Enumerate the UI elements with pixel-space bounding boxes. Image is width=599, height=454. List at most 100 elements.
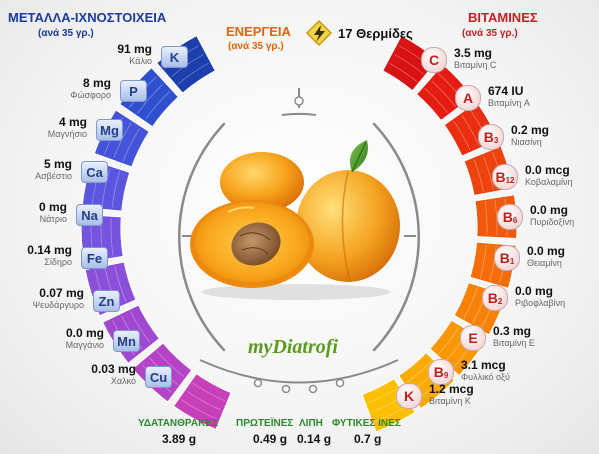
vitamin-value: 3.1 mcg	[461, 358, 506, 372]
vitamin-value: 3.5 mg	[454, 46, 493, 60]
minerals-title: ΜΕΤΑΛΛΑ-ΙΧΝΟΣΤΟΙΧΕΙΑ	[8, 10, 167, 25]
macro-name-1: ΠΡΩΤΕΪΝΕΣ	[236, 418, 294, 429]
mineral-name: Σίδηρο	[44, 257, 72, 267]
energy-title: ΕΝΕΡΓΕΙΑ	[226, 24, 291, 39]
mineral-badge-zn: Zn	[93, 290, 120, 312]
vitamin-bar-4-stripe	[484, 201, 488, 235]
mineral-label-mn: 0.0 mg Μαγγάνιο	[65, 326, 104, 351]
vitamin-badge-a: A	[455, 85, 481, 111]
mineral-value: 8 mg	[82, 76, 111, 90]
vitamin-bar-0-stripe	[389, 62, 418, 83]
vitamin-label-b9: 3.1 mcg Φυλλικό οξύ	[461, 358, 510, 383]
vitamin-name: Θειαμίνη	[527, 258, 562, 268]
lightning-icon	[305, 19, 333, 47]
vitamin-name: Βιταμίνη K	[429, 396, 471, 406]
mineral-value: 91 mg	[117, 42, 152, 56]
energy-value: 17 Θερμίδες	[338, 26, 413, 41]
mineral-badge-mn: Mn	[113, 330, 140, 352]
mineral-badge-fe: Fe	[81, 247, 108, 269]
macro-value-1: 0.49 g	[253, 432, 288, 446]
mineral-bar-8-stripe	[181, 399, 218, 420]
mineral-bar-1	[118, 66, 180, 128]
vitamin-bar-2-stripe	[453, 120, 471, 151]
vitamin-label-b1: 0.0 mg Θειαμίνη	[527, 244, 566, 269]
vitamin-name: Φυλλικό οξύ	[461, 372, 510, 382]
mineral-badge-cu: Cu	[145, 366, 172, 388]
mineral-label-ca: 5 mg Ασβέστιο	[35, 158, 72, 182]
vitamin-bar-0	[381, 34, 439, 92]
mineral-name: Μαγγάνιο	[65, 340, 104, 350]
mineral-label-cu: 0.03 mg Χαλκό	[91, 362, 136, 387]
mineral-bar-8-stripe	[192, 382, 226, 402]
vitamin-badge-subscript: 1	[509, 256, 515, 266]
mineral-badge-k: K	[161, 46, 188, 68]
mineral-bar-8	[172, 372, 232, 431]
mineral-bar-8-stripe	[186, 390, 222, 411]
mineral-name: Ασβέστιο	[35, 171, 72, 181]
mineral-bar-4-stripe	[110, 218, 114, 256]
vitamin-value: 0.3 mg	[493, 324, 532, 338]
mineral-value: 4 mg	[58, 115, 87, 129]
mineral-bar-6-stripe	[130, 311, 151, 344]
vitamin-badge-b12: B 12	[492, 164, 518, 190]
mineral-bar-7-stripe	[156, 350, 185, 377]
macro-value-0: 3.89 g	[162, 432, 197, 446]
mineral-name: Χαλκό	[110, 376, 136, 386]
mineral-badge-mg: Mg	[96, 119, 123, 141]
vitamin-label-b12: 0.0 mcg Κοβαλαμίνη	[525, 163, 573, 188]
vitamin-bar-5-stripe	[489, 245, 497, 281]
vitamin-badge-subscript: 2	[497, 296, 503, 306]
vitamin-bar-3-stripe	[473, 159, 484, 192]
vitamin-bar-1-stripe	[424, 87, 448, 114]
macro-name-2: ΛΙΠΗ	[299, 418, 323, 429]
vitamin-bar-7-stripe	[438, 326, 460, 355]
inner-arc-guides	[177, 88, 421, 394]
vitamin-value: 1.2 mcg	[429, 382, 474, 396]
vitamin-badge-subscript: 12	[505, 175, 515, 185]
mineral-name: Ψευδάργυρο	[32, 300, 84, 310]
mineral-label-fe: 0.14 mg Σίδηρο	[27, 243, 72, 268]
mineral-label-na: 0 mg Νάτριο	[39, 201, 67, 225]
macro-value-2: 0.14 g	[297, 432, 332, 446]
logo-text: myDiatrofi	[248, 336, 338, 358]
mineral-value: 0.07 mg	[39, 286, 84, 300]
vitamin-name: Βιταμίνη A	[488, 98, 530, 108]
mineral-value: 0.14 mg	[27, 243, 72, 257]
vitamin-value: 0.0 mcg	[525, 163, 570, 177]
vitamin-name: Βιταμίνη C	[454, 60, 497, 70]
mineral-badge-p: P	[120, 80, 147, 102]
energy-subtitle: (ανά 35 γρ.)	[228, 41, 284, 52]
mineral-label-zn: 0.07 mg Ψευδάργυρο	[32, 286, 84, 311]
vitamin-bar-0-stripe	[393, 53, 424, 75]
vitamin-bar-6-stripe	[463, 287, 478, 319]
minerals-subtitle: (ανά 35 γρ.)	[38, 28, 94, 39]
mineral-name: Κάλιο	[129, 56, 152, 66]
macro-name-0: ΥΔΑΤΑΝΘΡΑΚΕΣ	[138, 418, 218, 429]
vitamins-subtitle: (ανά 35 γρ.)	[462, 28, 518, 39]
vitamin-label-b2: 0.0 mg Ριβοφλαβίνη	[515, 285, 566, 309]
mineral-value: 0.03 mg	[91, 362, 136, 376]
mineral-bar-1-stripe	[145, 91, 171, 120]
vitamin-value: 0.2 mg	[511, 123, 550, 137]
macro-value-3: 0.7 g	[354, 432, 382, 446]
vitamin-badge-e: E	[460, 325, 486, 351]
vitamin-name: Νιασίνη	[511, 137, 542, 147]
vitamin-bar-5-stripe	[479, 244, 487, 279]
vitamin-name: Πυριδοξίνη	[530, 217, 575, 227]
mineral-name: Φώσφορο	[70, 90, 111, 100]
vitamin-name: Βιταμίνη E	[493, 338, 535, 348]
vitamin-label-b3: 0.2 mg Νιασίνη	[511, 123, 550, 148]
vitamin-bar-1-stripe	[431, 80, 456, 107]
mineral-name: Νάτριο	[39, 214, 67, 224]
vitamin-name: Ριβοφλαβίνη	[515, 298, 566, 308]
mineral-name: Μαγνήσιο	[47, 129, 87, 139]
vitamin-value: 0.0 mg	[527, 244, 566, 258]
vitamins-title: ΒΙΤΑΜΙΝΕΣ	[468, 10, 538, 25]
mineral-value: 0.0 mg	[65, 326, 104, 340]
mineral-bar-3-stripe	[111, 171, 121, 208]
